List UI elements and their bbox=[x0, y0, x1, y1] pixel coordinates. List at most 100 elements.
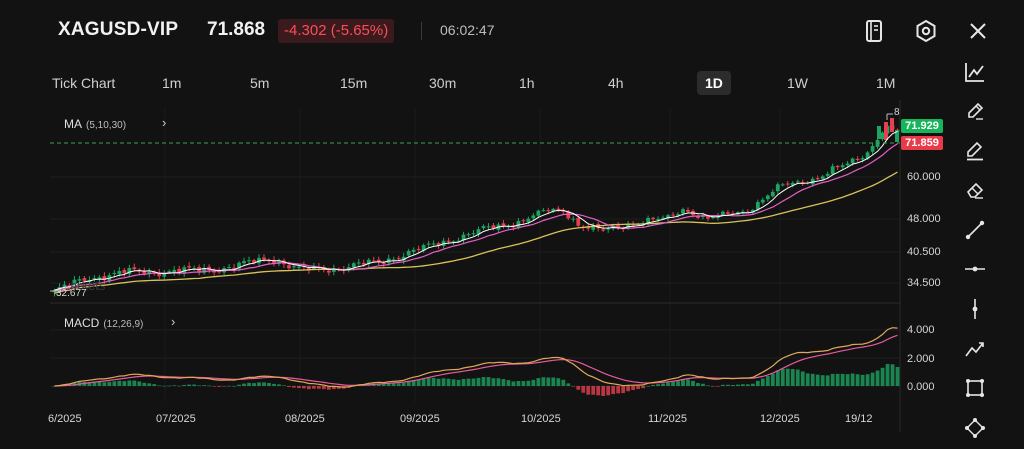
tab-1d[interactable]: 1D bbox=[697, 71, 731, 95]
macd-histogram-bar bbox=[611, 386, 616, 395]
candle-body bbox=[117, 270, 122, 275]
macd-histogram-bar bbox=[486, 377, 491, 386]
macd-histogram-bar bbox=[481, 377, 486, 386]
macd-histogram-bar bbox=[591, 386, 596, 395]
ma-indicator-label[interactable]: MA (5,10,30) bbox=[64, 117, 126, 131]
candle-body bbox=[237, 262, 241, 269]
line-segment-icon[interactable] bbox=[962, 217, 988, 243]
ma-chevron-right-icon[interactable]: › bbox=[162, 115, 167, 130]
macd-y-tick-label: 2.000 bbox=[907, 353, 935, 365]
tab-1h[interactable]: 1h bbox=[519, 75, 535, 91]
polyline-icon[interactable] bbox=[962, 336, 988, 362]
macd-histogram-bar bbox=[825, 375, 830, 386]
macd-histogram-bar bbox=[436, 378, 441, 386]
macd-histogram-bar bbox=[491, 378, 496, 386]
candle-body bbox=[426, 243, 431, 245]
macd-histogram-bar bbox=[805, 373, 810, 386]
macd-histogram-bar bbox=[755, 380, 760, 386]
candle-body bbox=[676, 214, 680, 216]
macd-histogram-bar bbox=[701, 383, 705, 386]
macd-histogram-bar bbox=[456, 379, 461, 386]
candle-body bbox=[371, 260, 376, 262]
macd-histogram-bar bbox=[716, 386, 720, 387]
tab-1m[interactable]: 1m bbox=[162, 75, 182, 91]
candle-body bbox=[536, 210, 541, 216]
macd-indicator-label[interactable]: MACD (12,26,9) bbox=[64, 316, 143, 330]
macd-histogram-bar bbox=[297, 386, 301, 389]
macd-histogram-bar bbox=[865, 374, 870, 386]
vertical-line-icon[interactable] bbox=[962, 296, 988, 322]
candle-body bbox=[331, 268, 336, 272]
candle-body bbox=[860, 158, 865, 160]
macd-name: MACD bbox=[64, 316, 100, 330]
macd-histogram-bar bbox=[307, 386, 311, 390]
candle-body bbox=[651, 217, 655, 220]
candle-body bbox=[142, 271, 147, 274]
tab-1w[interactable]: 1W bbox=[787, 75, 808, 91]
candle-body bbox=[252, 260, 256, 263]
macd-histogram-bar bbox=[212, 386, 217, 387]
server-time: 06:02:47 bbox=[440, 22, 495, 38]
settings-hex-icon[interactable] bbox=[914, 18, 938, 44]
rectangle-icon[interactable] bbox=[962, 375, 988, 401]
macd-histogram-bar bbox=[870, 372, 875, 386]
y-tick-label: 60.000 bbox=[907, 171, 941, 183]
macd-histogram-bar bbox=[586, 386, 591, 395]
candle-body bbox=[541, 210, 546, 212]
macd-histogram-bar bbox=[97, 381, 102, 386]
macd-histogram-bar bbox=[731, 385, 735, 386]
macd-histogram-bar bbox=[631, 386, 636, 391]
candle-body bbox=[77, 279, 82, 281]
macd-chevron-right-icon[interactable]: › bbox=[171, 314, 176, 329]
macd-histogram-bar bbox=[386, 383, 391, 386]
macd-histogram-bar bbox=[521, 381, 526, 386]
high-marker-label: 8 bbox=[894, 107, 900, 118]
macd-histogram-bar bbox=[336, 386, 341, 389]
candle-body bbox=[376, 259, 381, 262]
candle-body bbox=[307, 268, 311, 271]
x-tick-label: 12/2025 bbox=[760, 413, 800, 425]
tab-5m[interactable]: 5m bbox=[250, 75, 270, 91]
macd-histogram-bar bbox=[147, 383, 152, 386]
pencil-icon[interactable] bbox=[962, 98, 988, 124]
tab-30m[interactable]: 30m bbox=[429, 75, 457, 91]
notebook-icon[interactable] bbox=[862, 18, 886, 44]
tab-1m-month[interactable]: 1M bbox=[876, 75, 896, 91]
tab-4h[interactable]: 4h bbox=[608, 75, 624, 91]
candle-body bbox=[456, 240, 461, 242]
tab-tick-chart[interactable]: Tick Chart bbox=[52, 75, 116, 91]
candle-body bbox=[531, 215, 536, 219]
ask-price-tag: 71.929 bbox=[901, 119, 943, 133]
macd-histogram-bar bbox=[177, 385, 182, 387]
triangle-pattern-icon[interactable] bbox=[962, 414, 988, 440]
candle-body bbox=[476, 229, 481, 235]
candle-body bbox=[780, 184, 785, 186]
macd-histogram-bar bbox=[132, 380, 137, 386]
macd-histogram-bar bbox=[302, 386, 306, 389]
candle-body bbox=[262, 257, 266, 260]
macd-histogram-bar bbox=[137, 381, 142, 386]
macd-histogram-bar bbox=[686, 379, 690, 386]
candle-body bbox=[162, 273, 167, 277]
close-icon[interactable] bbox=[966, 18, 990, 44]
horizontal-line-icon[interactable] bbox=[962, 256, 988, 282]
candle-body bbox=[601, 229, 606, 231]
trend-line-chart-icon[interactable] bbox=[962, 59, 988, 85]
macd-histogram-bar bbox=[790, 369, 795, 386]
macd-histogram-bar bbox=[431, 377, 436, 386]
macd-histogram-bar bbox=[810, 373, 815, 386]
candle-body bbox=[381, 262, 386, 265]
candle-body bbox=[451, 241, 456, 243]
x-tick-label: 09/2025 bbox=[400, 413, 440, 425]
ma-params: (5,10,30) bbox=[86, 120, 127, 131]
macd-histogram-bar bbox=[247, 382, 251, 386]
candle-body bbox=[122, 269, 127, 274]
candle-body bbox=[586, 226, 591, 229]
pencil-underline-icon[interactable] bbox=[962, 138, 988, 164]
macd-histogram-bar bbox=[616, 386, 621, 394]
tab-15m[interactable]: 15m bbox=[340, 75, 368, 91]
eraser-icon[interactable] bbox=[962, 177, 988, 203]
macd-histogram-bar bbox=[152, 384, 157, 386]
candle-body bbox=[835, 166, 840, 168]
